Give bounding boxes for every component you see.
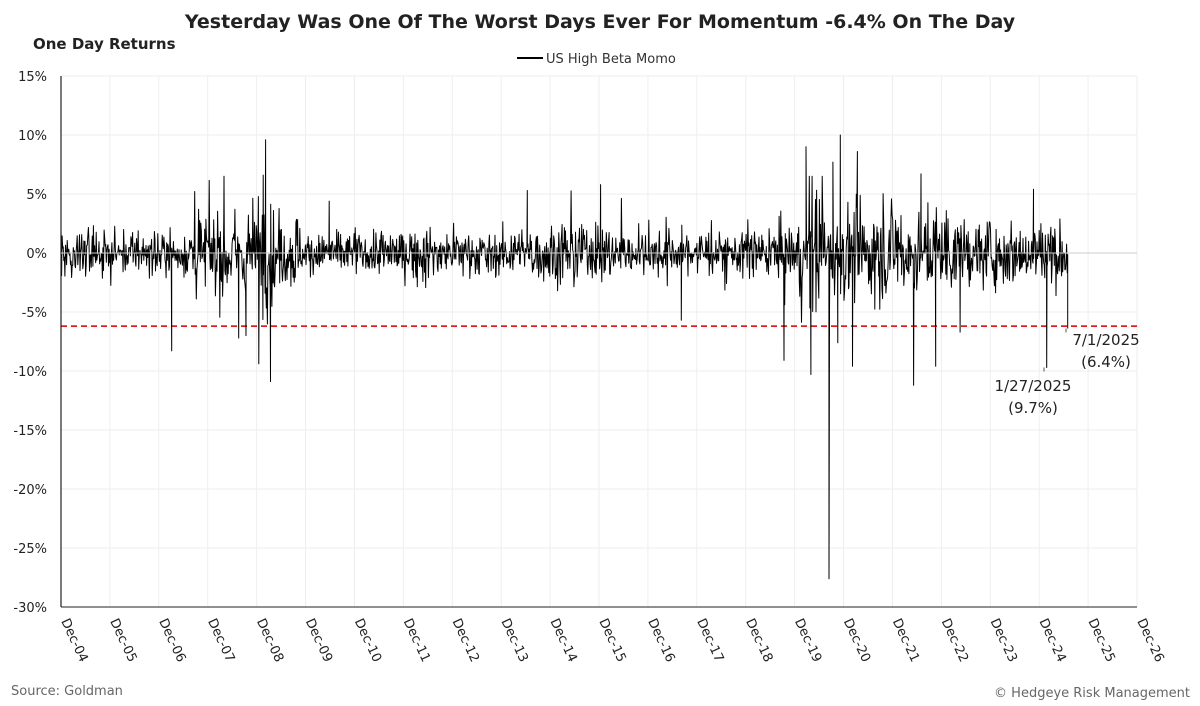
x-tick-label: Dec-21	[889, 616, 922, 664]
x-tick-label: Dec-17	[693, 616, 726, 664]
x-tick-label: Dec-08	[253, 616, 286, 664]
axes-group	[60, 76, 1137, 608]
annotation-date: 1/27/2025	[995, 377, 1072, 395]
annotation-value: (9.7%)	[1008, 399, 1058, 417]
x-tick-label: Dec-12	[449, 616, 482, 664]
x-tick-label: Dec-11	[400, 616, 433, 664]
annotations-group: 7/1/2025 (6.4%) 1/27/2025 (9.7%)	[995, 328, 1140, 417]
x-tick-label: Dec-18	[742, 616, 775, 664]
legend-label: US High Beta Momo	[546, 52, 676, 67]
gridlines	[60, 75, 1138, 608]
x-tick-label: Dec-06	[155, 616, 188, 664]
x-tick-label: Dec-07	[204, 616, 237, 664]
x-tick-label: Dec-15	[595, 616, 628, 664]
x-tick-label: Dec-14	[546, 616, 579, 664]
x-tick-label: Dec-10	[351, 616, 384, 664]
y-tick-label: -5%	[22, 306, 47, 321]
x-tick-label: Dec-24	[1036, 616, 1069, 664]
x-tick-label: Dec-05	[106, 616, 139, 664]
y-tick-label: -15%	[13, 424, 47, 439]
x-tick-label: Dec-25	[1084, 616, 1117, 664]
y-tick-label: -30%	[13, 601, 47, 616]
y-tick-label: 10%	[18, 129, 47, 144]
x-tick-label: Dec-13	[498, 616, 531, 664]
y-tick-label: -20%	[13, 483, 47, 498]
x-tick-label: Dec-23	[987, 616, 1020, 664]
y-tick-label: 5%	[26, 188, 47, 203]
x-tick-label: Dec-04	[57, 616, 90, 664]
x-tick-label: Dec-09	[302, 616, 335, 664]
series-line-us-high-beta-momo	[60, 134, 1069, 580]
chart-title: Yesterday Was One Of The Worst Days Ever…	[184, 11, 1016, 33]
x-tick-label: Dec-16	[644, 616, 677, 664]
x-tick-label: Dec-19	[791, 616, 824, 664]
y-tick-label: 15%	[18, 70, 47, 85]
x-tick-label: Dec-26	[1133, 616, 1166, 664]
annotation-value: (6.4%)	[1081, 353, 1131, 371]
annotation-date: 7/1/2025	[1072, 331, 1139, 349]
y-tick-label: 0%	[26, 247, 47, 262]
copyright-note: © Hedgeye Risk Management	[994, 686, 1190, 701]
y-tick-label: -25%	[13, 542, 47, 557]
legend: US High Beta Momo	[517, 52, 676, 67]
x-tick-labels: Dec-04 Dec-05 Dec-06 Dec-07 Dec-08 Dec-09 Dec-…	[57, 616, 1166, 664]
x-tick-label: Dec-20	[840, 616, 873, 664]
x-tick-label: Dec-22	[938, 616, 971, 664]
series-group	[60, 134, 1069, 580]
y-tick-label: -10%	[13, 365, 47, 380]
source-note: Source: Goldman	[11, 684, 123, 699]
y-tick-labels: 15% 10% 5% 0% -5% -10% -15% -20% -25% -30%	[13, 70, 47, 616]
y-axis-label: One Day Returns	[33, 35, 176, 53]
